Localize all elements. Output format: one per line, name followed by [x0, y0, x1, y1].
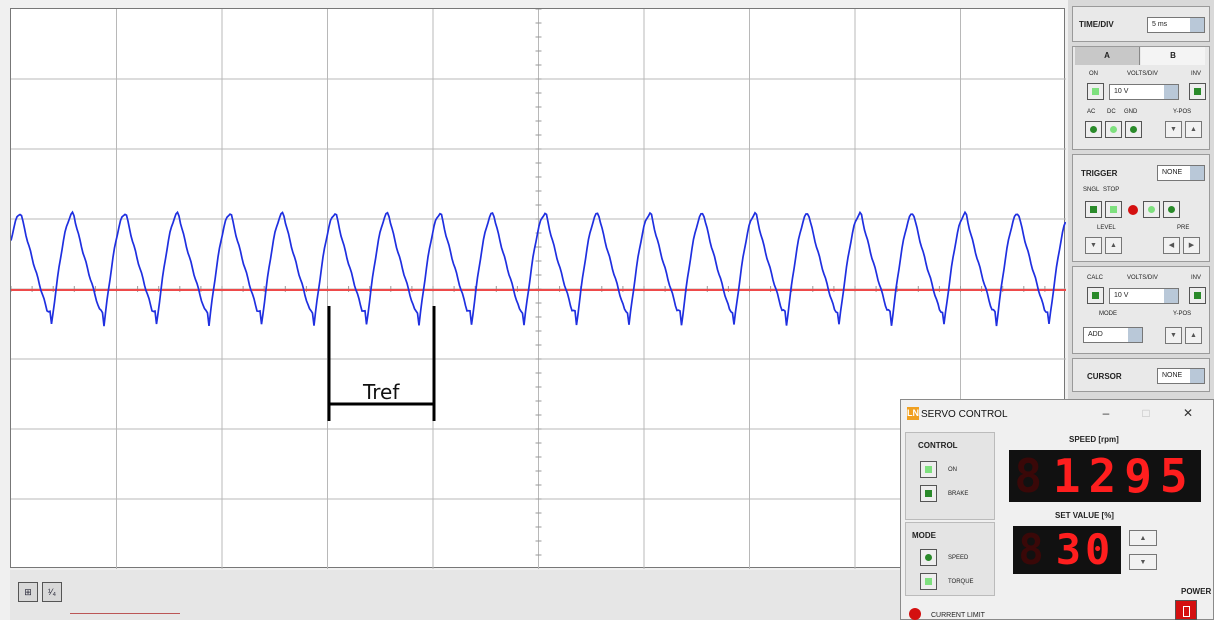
set-value-display: 8 30 [1013, 526, 1121, 574]
cursor-section: CURSOR NONE [1072, 358, 1210, 392]
channel-section: A B ON VOLTS/DIV INV 10 V AC DC GND Y-PO… [1072, 46, 1210, 150]
calc-volts-select[interactable]: 10 V [1109, 288, 1179, 304]
zoom-in-icon[interactable]: ⊞ [18, 582, 38, 602]
calc-mode-select[interactable]: ADD [1083, 327, 1143, 343]
sngl-label: SNGL [1083, 187, 1100, 193]
channel-volts-select[interactable]: 10 V [1109, 84, 1179, 100]
calc-inv-label: INV [1191, 275, 1202, 281]
servo-mode-label: MODE [912, 531, 936, 540]
time-div-select[interactable]: 5 ms [1147, 17, 1205, 33]
servo-on-button[interactable] [920, 461, 937, 478]
pre-label: PRE [1177, 225, 1190, 231]
servo-on-label: ON [948, 467, 957, 473]
calc-ypos-down-button[interactable]: ▼ [1165, 327, 1182, 344]
ypos-down-button[interactable]: ▼ [1165, 121, 1182, 138]
torque-mode-label: TORQUE [948, 579, 974, 585]
calc-section: CALC VOLTS/DIV INV 10 V MODE Y-POS ADD ▼… [1072, 266, 1210, 354]
stop-label: STOP [1103, 187, 1120, 193]
time-div-section: TIME/DIV 5 ms [1072, 6, 1210, 42]
maximize-icon[interactable]: □ [1142, 406, 1150, 420]
set-value: 30 [1055, 525, 1115, 574]
calc-label: CALC [1087, 275, 1104, 281]
tref-marker [327, 306, 436, 421]
coupling-dc-button[interactable] [1105, 121, 1122, 138]
brake-label: BRAKE [948, 491, 969, 497]
brake-button[interactable] [920, 485, 937, 502]
current-limit-led [909, 608, 921, 620]
ln-logo: LN [907, 407, 919, 420]
channel-on-button[interactable] [1087, 83, 1104, 100]
close-icon[interactable]: ✕ [1182, 406, 1194, 420]
servo-window-title: SERVO CONTROL [921, 409, 1008, 420]
speed-mode-button[interactable] [920, 549, 937, 566]
set-value-down-button[interactable]: ▼ [1129, 554, 1157, 570]
level-label: LEVEL [1097, 225, 1116, 231]
cursor-label: CURSOR [1087, 372, 1122, 381]
trigger-status-led [1128, 205, 1138, 215]
power-button[interactable] [1175, 600, 1197, 620]
channel-a-trace [11, 210, 1066, 327]
zoom-scale-icon[interactable]: ¹⁄₄ [42, 582, 62, 602]
calc-ypos-label: Y-POS [1173, 311, 1192, 317]
pre-right-button[interactable]: ▶ [1183, 237, 1200, 254]
trigger-select[interactable]: NONE [1157, 165, 1205, 181]
servo-control-window: LN SERVO CONTROL – □ ✕ CONTROL ON BRAKE … [900, 399, 1214, 620]
calc-on-button[interactable] [1087, 287, 1104, 304]
tab-channel-b[interactable]: B [1141, 47, 1205, 65]
coupling-ac-button[interactable] [1085, 121, 1102, 138]
speed-value: 1295 [1052, 449, 1196, 503]
volts-div-label: VOLTS/DIV [1127, 71, 1158, 77]
trigger-section: TRIGGER NONE SNGL STOP LEVEL PRE ▼ ▲ ◀ ▶ [1072, 154, 1210, 262]
ypos-up-button[interactable]: ▲ [1185, 121, 1202, 138]
level-up-button[interactable]: ▲ [1105, 237, 1122, 254]
set-value-up-button[interactable]: ▲ [1129, 530, 1157, 546]
ac-label: AC [1087, 109, 1096, 115]
control-label: CONTROL [918, 441, 958, 450]
minimize-icon[interactable]: – [1102, 406, 1110, 420]
calc-ypos-up-button[interactable]: ▲ [1185, 327, 1202, 344]
set-value-header: SET VALUE [%] [1055, 511, 1114, 520]
mode-label: MODE [1099, 311, 1117, 317]
speed-header: SPEED [rpm] [1069, 435, 1119, 444]
ypos-label: Y-POS [1173, 109, 1192, 115]
speed-mode-label: SPEED [948, 555, 969, 561]
power-label: POWER [1181, 587, 1212, 596]
oscilloscope-screen: Tref [10, 8, 1066, 569]
current-limit-label: CURRENT LIMIT [931, 612, 985, 619]
scope-bottom-toolbar: ⊞ ¹⁄₄ [10, 570, 900, 620]
time-div-label: TIME/DIV [1079, 20, 1114, 29]
control-group: CONTROL ON BRAKE [905, 432, 995, 520]
scroll-indicator [70, 613, 180, 614]
mode-group: MODE SPEED TORQUE [905, 522, 995, 596]
calc-volts-div-label: VOLTS/DIV [1127, 275, 1158, 281]
inv-label: INV [1191, 71, 1202, 77]
coupling-gnd-button[interactable] [1125, 121, 1142, 138]
calc-inv-button[interactable] [1189, 287, 1206, 304]
set-value-digit-placeholder: 8 [1018, 525, 1044, 574]
torque-mode-button[interactable] [920, 573, 937, 590]
trigger-label: TRIGGER [1081, 169, 1118, 178]
channel-inv-button[interactable] [1189, 83, 1206, 100]
level-down-button[interactable]: ▼ [1085, 237, 1102, 254]
scope-plot [11, 9, 1066, 569]
cursor-select[interactable]: NONE [1157, 368, 1205, 384]
tref-label: Tref [363, 380, 400, 404]
trigger-falling-button[interactable] [1163, 201, 1180, 218]
dc-label: DC [1107, 109, 1116, 115]
trigger-rising-button[interactable] [1143, 201, 1160, 218]
single-trigger-button[interactable] [1085, 201, 1102, 218]
power-icon [1183, 606, 1190, 617]
speed-display: 8 1295 [1009, 450, 1201, 502]
on-label: ON [1089, 71, 1098, 77]
stop-button[interactable] [1105, 201, 1122, 218]
tab-channel-a[interactable]: A [1075, 47, 1140, 65]
speed-digit-placeholder: 8 [1014, 449, 1043, 503]
gnd-label: GND [1124, 109, 1138, 115]
pre-left-button[interactable]: ◀ [1163, 237, 1180, 254]
